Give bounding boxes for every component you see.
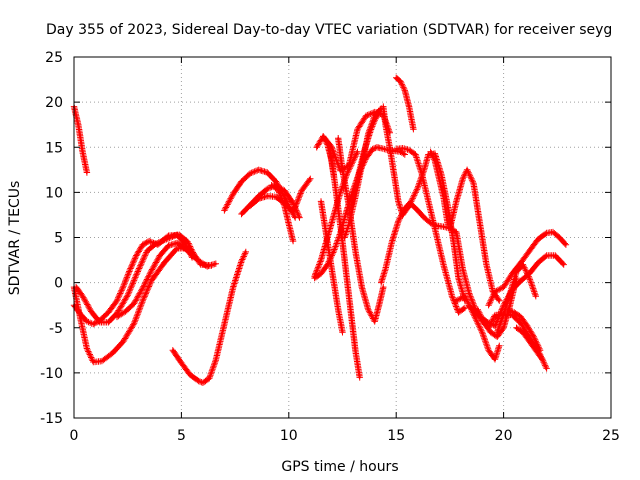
x-tick-label: 5 [177,428,186,444]
series-arc26 [446,166,503,304]
series-arc10 [268,182,297,245]
y-tick-label: 20 [45,95,63,111]
y-tick-label: -10 [40,366,63,382]
series-trace [171,250,247,384]
y-tick-label: 5 [54,231,63,247]
series-trace [350,111,381,207]
x-axis-label: GPS time / hours [281,459,398,475]
ticks: 0 5 10 15 20 25 -15 -10 -5 0 5 10 15 20 25 [40,50,620,444]
series-trace [448,168,501,302]
y-tick-label: 0 [54,276,63,292]
series-arc32 [513,324,546,363]
series-trace [487,231,568,307]
series-arc24 [378,205,408,286]
series-arc33 [504,306,544,354]
series-arc21 [393,74,417,133]
series-trace [72,105,89,174]
series-trace [328,148,361,379]
series-trace [476,277,518,338]
series-arc5 [113,239,219,321]
series-arc16 [317,198,346,336]
plus-markers [378,205,408,286]
series-arc30 [485,228,570,309]
series-trace [115,241,217,318]
y-axis-label: SDTVAR / TECUs [7,181,23,296]
y-tick-label: 15 [45,140,63,156]
series-trace [455,295,501,361]
series-trace [429,150,449,226]
x-tick-label: 10 [280,428,298,444]
x-tick-label: 20 [495,428,513,444]
series-trace [395,76,415,131]
series-trace [468,254,565,327]
series-trace [395,147,466,314]
series-trace [270,184,295,243]
y-tick-label: -15 [40,411,63,427]
series-arc25 [427,148,451,228]
x-tick-label: 0 [70,428,79,444]
y-tick-label: 10 [45,185,63,201]
series-trace [515,326,544,361]
x-tick-label: 15 [387,428,405,444]
series-trace [74,233,194,324]
series-arc4 [72,231,196,326]
y-tick-label: -5 [49,321,63,337]
series-trace [380,207,406,284]
chart-title: Day 355 of 2023, Sidereal Day-to-day VTE… [46,22,612,38]
series-trace [319,200,344,334]
y-tick-label: 25 [45,50,63,66]
series-arc15 [326,145,363,381]
series-trace [337,137,385,323]
series-trace [403,152,466,302]
series-trace [496,263,537,334]
data-series [70,74,570,386]
series-trace [506,308,542,352]
x-tick-label: 25 [602,428,620,444]
series-arc19 [347,109,383,210]
series-arc6 [169,248,249,386]
